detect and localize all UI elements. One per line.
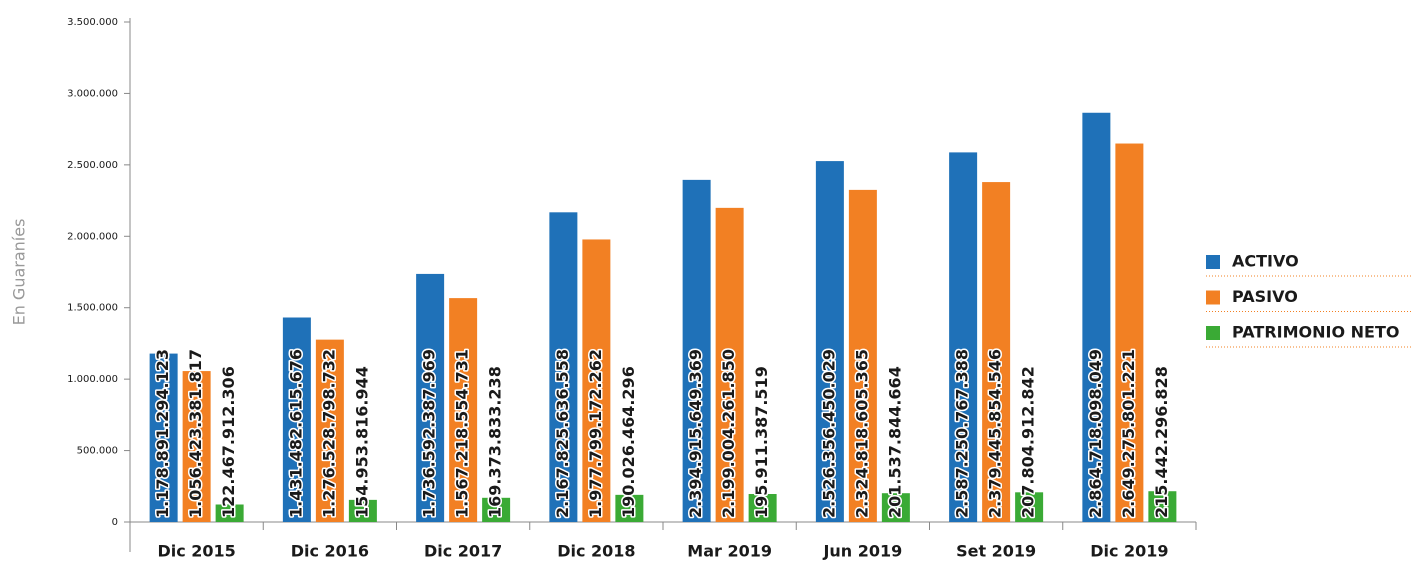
value-label: 2.324.818.605.365 [852,349,871,518]
legend-label: PASIVO [1232,287,1298,306]
legend-label: PATRIMONIO NETO [1232,323,1399,342]
value-label: 2.649.275.801.221 [1119,349,1138,518]
value-label: 2.199.004.261.850 [719,349,738,518]
value-label: 207.804.912.842 [1019,366,1038,518]
legend-swatch [1206,290,1220,305]
bar [215,504,244,522]
bar [615,494,644,522]
value-label: 2.526.356.450.029 [819,349,838,518]
bar [881,493,910,522]
value-label: 2.864.718.098.049 [1086,349,1105,518]
bar [549,212,578,523]
y-tick-label: 3.500.000 [67,17,118,28]
x-tick-label: Dic 2018 [557,542,635,561]
bar [1148,491,1177,522]
value-label: 2.587.250.767.388 [953,349,972,518]
y-axis-label: En Guaraníes [10,219,29,326]
bar [315,339,344,522]
y-tick-label: 2.000.000 [67,231,118,242]
value-label: 1.977.799.172.262 [586,349,605,518]
value-label: 1.056.423.381.817 [186,349,205,518]
value-label: 122.467.912.306 [219,366,238,518]
value-label: 1.567.218.554.731 [453,349,472,518]
x-tick-label: Dic 2017 [424,542,502,561]
bar [149,353,178,522]
y-tick-label: 0 [112,517,118,528]
value-label: 190.026.464.296 [619,366,638,518]
x-tick-label: Dic 2019 [1090,542,1168,561]
x-tick-label: Dic 2015 [157,542,235,561]
bar [449,298,478,522]
bar [348,499,377,522]
bar [748,494,777,522]
bar [1115,143,1144,522]
x-tick-label: Mar 2019 [687,542,772,561]
value-label: 2.394.915.649.369 [686,349,705,518]
value-label: 154.953.816.944 [352,366,371,518]
value-label: 1.178.891.294.123 [153,349,172,518]
bar [1082,112,1111,523]
y-tick-label: 500.000 [77,446,118,457]
x-tick-label: Set 2019 [956,542,1036,561]
legend-label: ACTIVO [1232,252,1299,271]
bar [815,161,844,523]
value-label: 1.276.528.798.732 [319,349,338,518]
bar [416,273,445,522]
value-label: 169.373.833.238 [486,366,505,518]
bar [182,371,211,522]
bar [682,179,711,522]
bar [482,497,511,522]
bar [715,207,744,522]
value-label: 201.537.844.664 [885,366,904,518]
bar [949,152,978,522]
bar [848,189,877,522]
bar [282,317,311,522]
bar [982,182,1011,522]
value-label: 1.431.482.615.676 [286,349,305,518]
y-tick-label: 1.500.000 [67,303,118,314]
value-label: 195.911.387.519 [752,366,771,518]
bar [1015,492,1044,522]
x-tick-label: Dic 2016 [291,542,369,561]
legend-swatch [1206,326,1220,340]
value-label: 2.379.445.854.546 [986,349,1005,518]
value-label: 1.736.592.387.969 [420,349,439,518]
legend-swatch [1206,255,1220,269]
bar [582,239,611,522]
y-tick-label: 2.500.000 [67,160,118,171]
value-label: 2.167.825.636.558 [553,349,572,518]
y-tick-label: 1.000.000 [67,374,118,385]
y-tick-label: 3.000.000 [67,88,118,99]
x-tick-label: Jun 2019 [822,542,902,561]
value-label: 215.442.296.828 [1152,366,1171,518]
